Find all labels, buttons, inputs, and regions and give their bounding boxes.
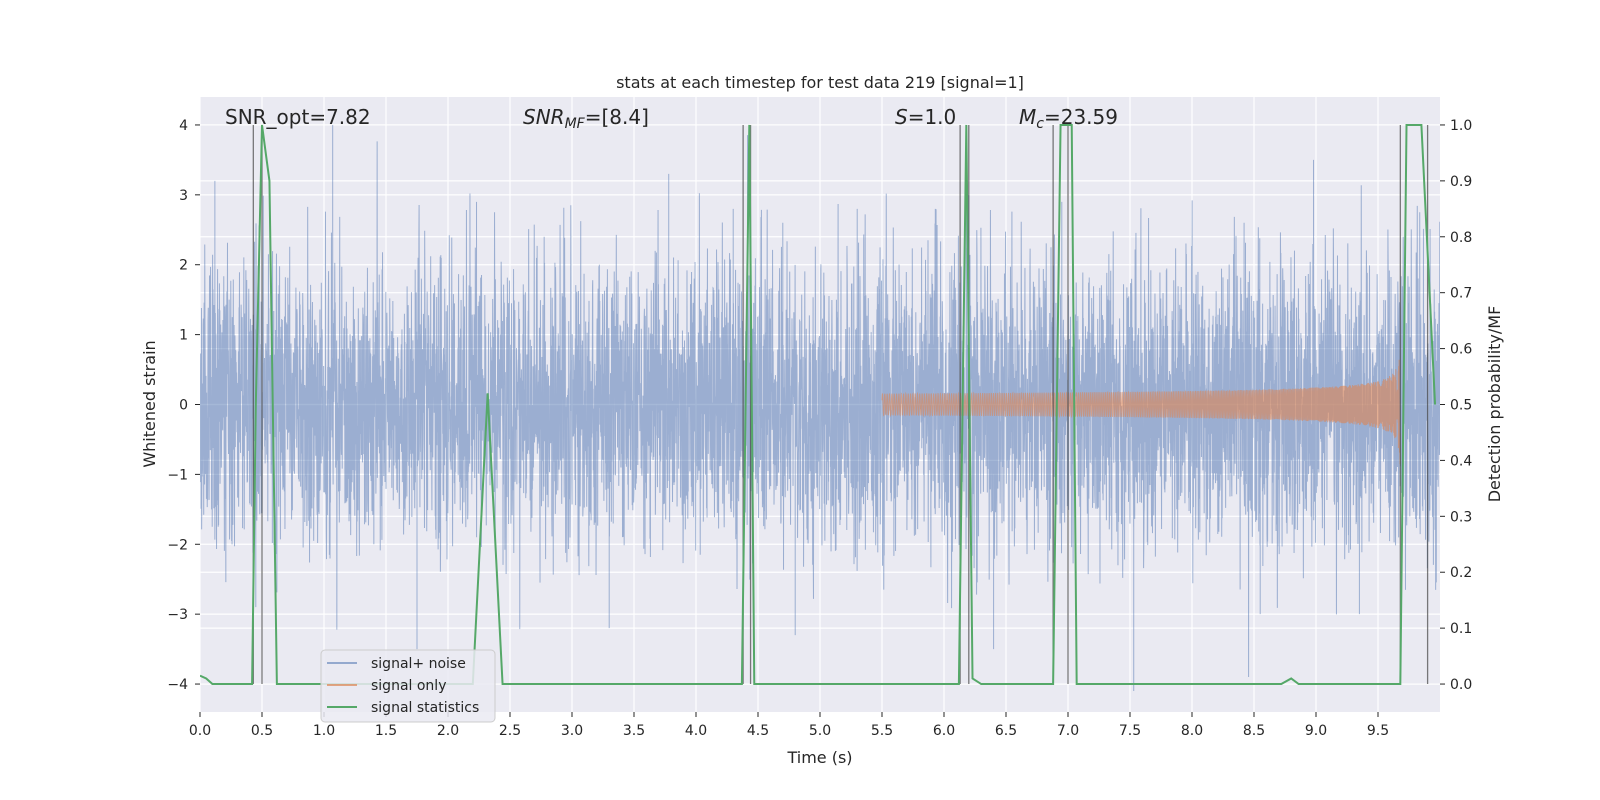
vertical-markers [252,124,1429,685]
legend: signal+ noise signal only signal statist… [320,649,496,723]
y-tick-label: 0 [179,398,188,414]
legend-box [320,649,496,723]
y-axis-ticks: −4 −3 −2 −1 0 1 2 3 4 [167,118,200,693]
annotation-s-main: S [895,105,908,129]
y-right-axis-label: Detection probability/MF [1485,306,1504,503]
annotation-mc-rest: =23.59 [1044,105,1118,129]
y-right-tick-label: 0.1 [1450,621,1472,637]
x-tick-label: 7.0 [1057,723,1079,739]
x-tick-label: 4.0 [685,723,707,739]
y-tick-label: 1 [179,328,188,344]
annotation-mc: Mc=23.59 [1019,105,1118,132]
annotation-mc-sub: c [1036,116,1044,132]
legend-label-signal-only: signal only [371,678,446,694]
series-signal-noise [200,124,1440,692]
y-right-tick-label: 0.8 [1450,230,1472,246]
y-right-tick-label: 0.0 [1450,677,1472,693]
y-axis-label: Whitened strain [140,340,159,467]
y-right-tick-label: 0.6 [1450,342,1472,358]
x-axis-ticks: 0.0 0.5 1.0 1.5 2.0 2.5 3.0 3.5 4.0 4.5 5.0 5.5 6.0 6… [189,712,1389,739]
y-right-tick-label: 0.7 [1450,286,1472,302]
y-tick-label: −4 [167,677,188,693]
y-right-tick-label: 0.2 [1450,565,1472,581]
annotation-mc-main: M [1019,105,1036,129]
x-tick-label: 2.5 [499,723,521,739]
x-tick-label: 5.5 [871,723,893,739]
x-tick-label: 8.5 [1243,723,1265,739]
x-tick-label: 6.0 [933,723,955,739]
chart-title: stats at each timestep for test data 219… [616,73,1024,92]
x-tick-label: 9.0 [1305,723,1327,739]
y-right-tick-label: 0.3 [1450,509,1472,525]
y-right-axis-ticks: 0.0 0.1 0.2 0.3 0.4 0.5 0.6 0.7 0.8 0.9 1.0 [1440,118,1472,693]
y-right-tick-label: 0.4 [1450,453,1472,469]
x-tick-label: 3.5 [623,723,645,739]
x-tick-label: 7.5 [1119,723,1141,739]
y-tick-label: −2 [167,537,188,553]
annotation-snr-mf-rest: =[8.4] [585,105,649,129]
legend-label-signal-noise: signal+ noise [371,656,466,672]
annotation-snr-mf-main: SNR [523,105,565,129]
annotation-snr-mf: SNRMF=[8.4] [523,105,649,132]
y-tick-label: 4 [179,118,188,134]
annotation-snr-mf-sub: MF [565,116,586,132]
x-tick-label: 6.5 [995,723,1017,739]
annotation-s: S=1.0 [895,105,956,129]
annotation-s-rest: =1.0 [908,105,957,129]
y-tick-label: −1 [167,467,188,483]
y-right-tick-label: 0.9 [1450,174,1472,190]
x-axis-label: Time (s) [786,748,852,767]
x-tick-label: 4.5 [747,723,769,739]
x-tick-label: 0.5 [251,723,273,739]
plot-area [200,123,1440,692]
x-tick-label: 2.0 [437,723,459,739]
y-right-tick-label: 0.5 [1450,398,1472,414]
annotation-snr-opt: SNR_opt=7.82 [225,105,371,129]
x-tick-label: 5.0 [809,723,831,739]
y-right-tick-label: 1.0 [1450,118,1472,134]
y-tick-label: 2 [179,258,188,274]
x-tick-label: 1.0 [313,723,335,739]
x-tick-label: 8.0 [1181,723,1203,739]
legend-label-signal-statistics: signal statistics [371,700,479,716]
y-tick-label: 3 [179,188,188,204]
x-tick-label: 1.5 [375,723,397,739]
x-tick-label: 9.5 [1367,723,1389,739]
series-signal-statistics [200,123,1437,686]
x-tick-label: 0.0 [189,723,211,739]
x-tick-label: 3.0 [561,723,583,739]
y-tick-label: −3 [167,607,188,623]
